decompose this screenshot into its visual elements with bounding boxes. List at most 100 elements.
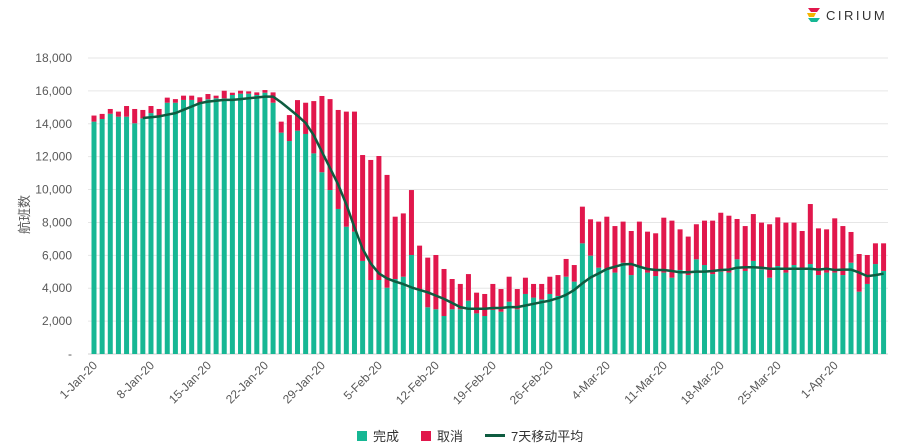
bar-cancelled: [351, 111, 357, 232]
legend-label: 取消: [437, 429, 464, 444]
bar-cancelled: [140, 109, 146, 119]
bar-completed: [522, 293, 528, 354]
bar-cancelled: [661, 217, 667, 273]
bar-cancelled: [457, 283, 463, 310]
bar-completed: [254, 95, 260, 354]
bar-cancelled: [156, 108, 162, 117]
bar-cancelled: [531, 283, 537, 298]
bar-cancelled: [799, 230, 805, 270]
bar-completed: [351, 231, 357, 354]
cirium-logo-icon: [807, 8, 820, 22]
bar-completed: [636, 266, 642, 354]
bar-completed: [832, 272, 838, 354]
y-tick-label: 10,000: [35, 183, 72, 197]
x-tick-label: 1-Apr-20: [798, 358, 841, 401]
bar-cancelled: [197, 97, 203, 104]
bar-completed: [734, 259, 740, 354]
bar-cancelled: [734, 218, 740, 260]
bar-cancelled: [148, 106, 154, 114]
bar-completed: [539, 299, 545, 354]
bar-completed: [506, 301, 512, 354]
y-tick-label: 16,000: [35, 84, 72, 98]
moving-average-line-group: [142, 95, 884, 311]
x-axis-ticks: 1-Jan-20 8-Jan-20 15-Jan-20 22-Jan-20 29-Jan…: [57, 358, 841, 407]
y-tick-label: 18,000: [35, 51, 72, 65]
bar-completed: [229, 95, 235, 354]
x-tick-label: 18-Mar-20: [678, 358, 727, 407]
bar-cancelled: [498, 289, 504, 312]
bar-cancelled: [441, 268, 447, 317]
bar-completed: [531, 297, 537, 354]
bar-completed: [856, 291, 862, 354]
bar-cancelled: [107, 108, 113, 114]
bar-cancelled: [384, 174, 390, 288]
bar-cancelled: [539, 283, 545, 300]
bar-completed: [148, 113, 154, 354]
bar-cancelled: [506, 276, 512, 302]
bar-cancelled: [376, 156, 382, 280]
bar-cancelled: [115, 111, 121, 117]
bar-cancelled: [99, 113, 105, 120]
bar-cancelled: [791, 222, 797, 266]
bar-completed: [571, 281, 577, 354]
legend-swatch-average: [485, 434, 506, 437]
bar-completed: [425, 307, 431, 354]
bar-completed: [213, 98, 219, 355]
bar-cancelled: [783, 222, 789, 273]
x-tick-label: 8-Jan-20: [114, 358, 158, 402]
bar-cancelled: [596, 221, 602, 268]
bar-completed: [783, 272, 789, 354]
bar-completed: [303, 133, 309, 354]
bar-cancelled: [229, 92, 235, 95]
cirium-logo: CIRIUM: [806, 7, 887, 23]
bar-cancelled: [628, 230, 634, 276]
bar-completed: [205, 99, 211, 354]
bar-cancelled: [807, 204, 813, 265]
bar-completed: [189, 99, 195, 354]
bar-completed: [286, 141, 292, 354]
bar-completed: [881, 270, 887, 354]
bar-completed: [702, 265, 707, 354]
bar-cancelled: [221, 90, 227, 99]
bar-completed: [376, 280, 382, 354]
bar-completed: [124, 116, 130, 354]
y-tick-label: 14,000: [35, 117, 72, 131]
bar-cancelled: [710, 220, 716, 275]
bar-completed: [91, 121, 97, 354]
bar-cancelled: [726, 215, 732, 273]
gridlines: [88, 57, 888, 355]
bar-cancelled: [636, 221, 642, 267]
bar-completed: [368, 280, 374, 354]
bar-cancelled: [254, 92, 260, 95]
bars: [91, 90, 887, 355]
bar-cancelled: [881, 243, 887, 271]
bar-completed: [181, 99, 187, 354]
x-tick-label: 25-Mar-20: [735, 358, 784, 407]
bar-completed: [360, 260, 366, 354]
bar-completed: [99, 119, 105, 355]
bar-cancelled: [91, 115, 97, 122]
bar-cancelled: [775, 217, 781, 267]
bar-completed: [278, 132, 284, 354]
bar-completed: [262, 92, 268, 354]
bar-cancelled: [278, 121, 284, 133]
y-tick-label: -: [68, 347, 72, 361]
bar-cancelled: [368, 159, 374, 280]
bar-cancelled: [490, 283, 496, 310]
bar-completed: [693, 259, 699, 354]
bar-cancelled: [579, 206, 585, 244]
bar-completed: [848, 262, 854, 354]
x-tick-label: 5-Feb-20: [341, 358, 386, 403]
bar-completed: [628, 275, 634, 354]
y-tick-label: 4,000: [42, 281, 72, 295]
bar-cancelled: [815, 228, 821, 276]
bar-cancelled: [400, 213, 406, 277]
bar-cancelled: [702, 220, 707, 266]
bar-completed: [563, 276, 569, 354]
bar-completed: [327, 190, 333, 354]
bar-cancelled: [677, 229, 683, 270]
bar-cancelled: [392, 216, 398, 280]
moving-average-line: [142, 95, 884, 311]
x-tick-label: 12-Feb-20: [393, 358, 442, 407]
y-axis-label: 航班数: [17, 194, 33, 235]
